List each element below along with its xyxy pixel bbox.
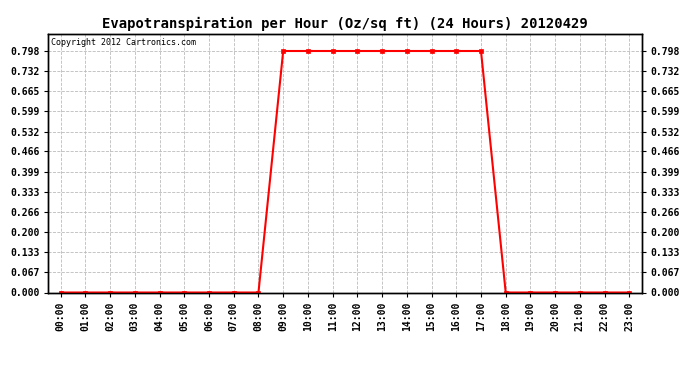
Text: Copyright 2012 Cartronics.com: Copyright 2012 Cartronics.com: [51, 38, 196, 46]
Title: Evapotranspiration per Hour (Oz/sq ft) (24 Hours) 20120429: Evapotranspiration per Hour (Oz/sq ft) (…: [102, 17, 588, 31]
